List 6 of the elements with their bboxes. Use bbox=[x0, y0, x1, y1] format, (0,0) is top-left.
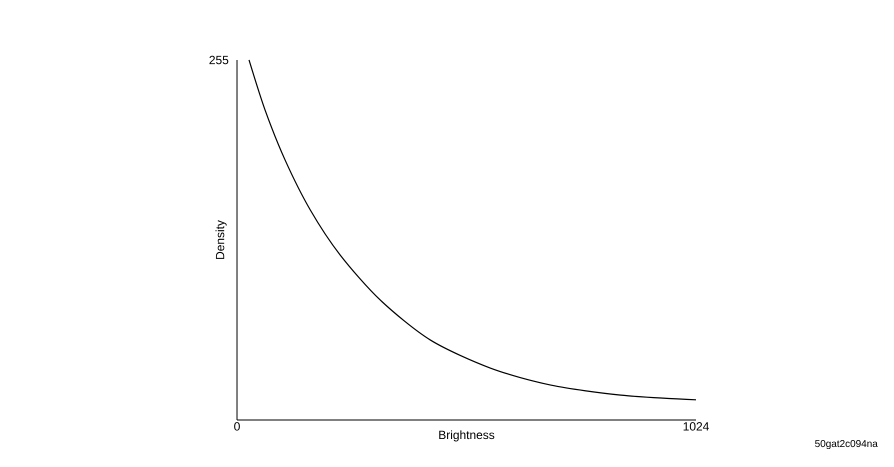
text: 255 bbox=[209, 56, 228, 64]
text: 50gat2c094na bbox=[815, 440, 878, 450]
x-tick-label: 1024 bbox=[684, 422, 709, 431]
y-axis-title: Density bbox=[216, 220, 227, 259]
x-tick-label: 0 bbox=[234, 422, 240, 431]
x-axis-title: Brightness bbox=[439, 430, 494, 442]
